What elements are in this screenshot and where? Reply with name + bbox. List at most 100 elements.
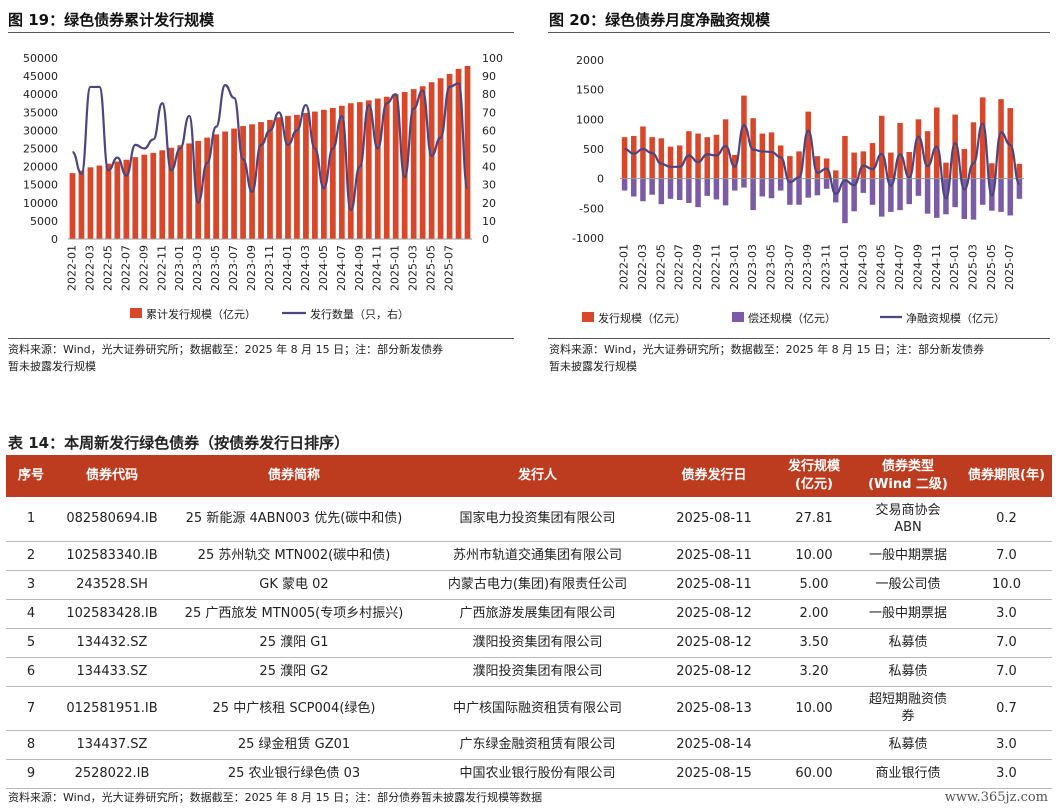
- fig19-x-tick-label: 2022-03: [83, 245, 96, 291]
- fig20-repay-bar: [934, 178, 940, 218]
- fig20-x-tick-label: 2023-05: [765, 244, 778, 290]
- fig20-issue-bar: [631, 135, 637, 179]
- fig19-y2-tick-label: 20: [482, 197, 496, 210]
- fig19-bar: [276, 117, 282, 239]
- fig19-bar: [177, 145, 184, 239]
- table-cell: 27.81: [773, 497, 855, 542]
- fig20-legend-issue-swatch: [582, 312, 594, 322]
- fig20-repay-bar: [906, 178, 912, 205]
- fig20-legend-net-label: 净融资规模（亿元）: [906, 311, 1005, 325]
- fig20-issue-bar: [952, 114, 958, 179]
- fig19-bar: [123, 159, 130, 239]
- table-cell: 2: [6, 541, 56, 571]
- table-cell: GK 蒙电 02: [168, 570, 420, 600]
- fig20-repay-bar: [943, 178, 949, 215]
- table-cell: 3.20: [773, 657, 855, 687]
- table-cell: 7.0: [961, 541, 1052, 571]
- table-cell: 4: [6, 599, 56, 629]
- fig20-issue-bar: [777, 145, 784, 179]
- fig20-repay-bar: [649, 178, 655, 195]
- fig20-legend-issue-label: 发行规模（亿元）: [598, 311, 686, 325]
- table-header-cell: 发行人: [420, 455, 655, 497]
- table-cell: 7.0: [961, 657, 1052, 687]
- table-cell: 134437.SZ: [56, 730, 168, 760]
- fig20-repay-bar: [658, 178, 665, 205]
- fig20-issue-bar: [961, 149, 968, 179]
- fig19-bar: [410, 89, 417, 239]
- table-cell: 中广核国际融资租赁有限公司: [420, 686, 655, 731]
- table-cell: 私募债: [855, 628, 961, 658]
- table-header-cell: 债券类型 (Wind 二级): [855, 455, 961, 497]
- fig20-bottom-rule: [548, 338, 1050, 339]
- fig20-repay-bar: [759, 178, 766, 197]
- fig19-x-tick-label: 2023-03: [191, 245, 204, 291]
- fig19-bar: [141, 154, 148, 239]
- table-cell: 3.50: [773, 628, 855, 658]
- fig20-x-tick-label: 2024-03: [856, 244, 869, 290]
- table-cell: 25 苏州轨交 MTN002(碳中和债): [168, 541, 420, 571]
- fig19-bar: [392, 94, 399, 239]
- fig20-repay-bar: [686, 178, 692, 203]
- table-row: 6 134433.SZ 25 濮阳 G2 濮阳投资集团有限公司 2025-08-12 3.…: [6, 657, 1052, 687]
- fig20-repay-bar: [621, 178, 628, 191]
- fig20-repay-bar: [979, 178, 986, 205]
- fig20-issue-bar: [704, 137, 710, 179]
- fig20-issue-bar: [833, 170, 839, 179]
- table-cell: 134433.SZ: [56, 657, 168, 687]
- fig19-y2-tick-label: 50: [482, 143, 496, 156]
- fig19-x-tick-label: 2024-07: [335, 245, 348, 291]
- fig20-issue-bar: [1007, 108, 1013, 179]
- table-cell: 243528.SH: [56, 570, 168, 600]
- fig19-bar: [312, 111, 318, 239]
- table-cell: 2025-08-15: [655, 759, 773, 789]
- fig19-bar: [437, 78, 444, 239]
- fig19-y-tick-label: 10000: [23, 197, 58, 210]
- fig20-repay-bar: [704, 178, 710, 196]
- fig19-x-tick-label: 2022-05: [101, 245, 114, 291]
- fig20-issue-bar: [842, 135, 848, 179]
- fig20-x-tick-label: 2022-09: [691, 244, 704, 290]
- fig20-x-tick-label: 2023-11: [820, 244, 833, 290]
- table-cell: 25 新能源 4ABN003 优先(碳中和债): [168, 497, 420, 542]
- fig20-repay-bar: [750, 178, 756, 211]
- table-title: 表 14：本周新发行绿色债券（按债券发行日排序）: [8, 434, 350, 452]
- fig19-count-line: [71, 82, 469, 212]
- fig20-x-tick-label: 2023-07: [783, 244, 796, 290]
- fig20-x-tick-label: 2025-05: [985, 244, 998, 290]
- fig19-x-tick-label: 2024-09: [353, 245, 366, 291]
- fig20-repay-bar: [695, 178, 701, 208]
- fig19-bar: [240, 126, 246, 239]
- fig20-x-tick-label: 2022-01: [618, 244, 631, 290]
- fig19-x-tick-label: 2024-05: [317, 245, 330, 291]
- table-cell: 25 广西旅发 MTN005(专项乡村振兴): [168, 599, 420, 629]
- table-cell: 2025-08-11: [655, 570, 773, 600]
- table-cell: 一般中期票据: [855, 599, 961, 629]
- table-row: 2 102583340.IB 25 苏州轨交 MTN002(碳中和债) 苏州市轨道交通…: [6, 541, 1052, 571]
- fig20-x-tick-label: 2024-07: [893, 244, 906, 290]
- fig20-issue-bar: [741, 95, 747, 179]
- fig19-y-tick-label: 0: [51, 233, 58, 246]
- fig19-bar: [267, 119, 273, 239]
- table-row: 7 012581951.IB 25 中广核租 SCP004(绿色) 中广核国际融资租赁…: [6, 686, 1052, 731]
- fig20-issue-bar: [713, 134, 720, 179]
- fig20-x-tick-label: 2025-03: [967, 244, 980, 290]
- table-cell: 134432.SZ: [56, 628, 168, 658]
- table-header-cell: 债券期限(年): [961, 455, 1052, 497]
- fig20-issue-bar: [989, 163, 995, 179]
- fig19-x-tick-label: 2022-09: [137, 245, 150, 291]
- fig19-chart: 0 5000 10000 15000 20000 25000 30000 35000 40000…: [23, 52, 503, 321]
- fig20-x-tick-label: 2024-01: [838, 244, 851, 290]
- table-cell: 10.0: [961, 570, 1052, 600]
- table-cell: 2025-08-11: [655, 497, 773, 542]
- table-cell: 7.0: [961, 628, 1052, 658]
- fig20-issue-bar: [621, 137, 628, 179]
- fig19-bar: [231, 128, 237, 239]
- table-row: 5 134432.SZ 25 濮阳 G1 濮阳投资集团有限公司 2025-08-12 3.…: [6, 628, 1052, 658]
- fig20-issue-bar: [934, 107, 940, 179]
- fig20-repay-bar: [961, 178, 968, 220]
- table-header-row: 序号 债券代码 债券简称 发行人 债券发行日 发行规模 (亿元) 债券类型 (Wind 二级) 债…: [6, 455, 1052, 497]
- fig20-repay-bar: [796, 178, 802, 205]
- table-cell: 6: [6, 657, 56, 687]
- fig20-legend-repay-label: 偿还规模（亿元）: [748, 311, 836, 325]
- fig20-source-line1: 资料来源：Wind，光大证券研究所；数据截至：2025 年 8 月 15 日；注…: [549, 343, 985, 356]
